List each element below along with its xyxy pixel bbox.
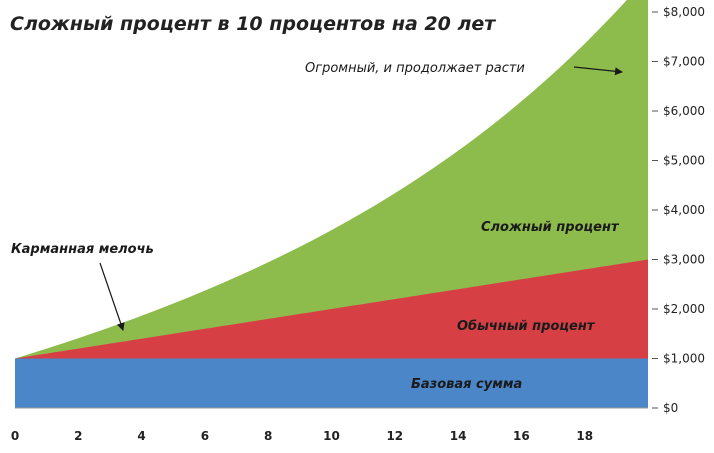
x-tick-label: 18 bbox=[576, 429, 593, 443]
x-tick-label: 16 bbox=[513, 429, 530, 443]
y-tick-label: $3,000 bbox=[663, 253, 705, 267]
y-tick-label: $6,000 bbox=[663, 104, 705, 118]
compound-interest-label: Сложный процент bbox=[481, 220, 620, 235]
x-axis: 0 2 4 6 8 10 12 14 16 18 bbox=[11, 429, 593, 443]
huge-arrow bbox=[573, 66, 623, 76]
pocket-change-arrow bbox=[99, 262, 125, 331]
y-tick-label: $0 bbox=[663, 401, 678, 415]
y-tick-label: $1,000 bbox=[663, 352, 705, 366]
base-amount-label: Базовая сумма bbox=[411, 377, 522, 392]
x-tick-label: 12 bbox=[386, 429, 403, 443]
huge-annotation: Огромный, и продолжает расти bbox=[305, 61, 525, 76]
compound-interest-area bbox=[15, 0, 648, 359]
x-tick-label: 4 bbox=[137, 429, 145, 443]
simple-interest-area bbox=[15, 259, 648, 359]
x-tick-label: 14 bbox=[450, 429, 467, 443]
x-tick-label: 8 bbox=[264, 429, 272, 443]
simple-interest-label: Обычный процент bbox=[457, 319, 596, 334]
y-tick-label: $5,000 bbox=[663, 154, 705, 168]
x-tick-label: 6 bbox=[201, 429, 209, 443]
y-tick-label: $8,000 bbox=[663, 5, 705, 19]
x-tick-label: 0 bbox=[11, 429, 19, 443]
chart-title: Сложный процент в 10 процентов на 20 лет bbox=[10, 13, 496, 35]
pocket-change-annotation: Карманная мелочь bbox=[11, 242, 154, 257]
y-tick-label: $7,000 bbox=[663, 55, 705, 69]
y-axis: $0 $1,000 $2,000 $3,000 $4,000 $5,000 $6,000 $7… bbox=[652, 5, 705, 415]
x-tick-label: 2 bbox=[74, 429, 82, 443]
x-tick-label: 10 bbox=[323, 429, 340, 443]
y-tick-label: $4,000 bbox=[663, 203, 705, 217]
base-amount-area bbox=[15, 358, 648, 408]
y-tick-label: $2,000 bbox=[663, 302, 705, 316]
